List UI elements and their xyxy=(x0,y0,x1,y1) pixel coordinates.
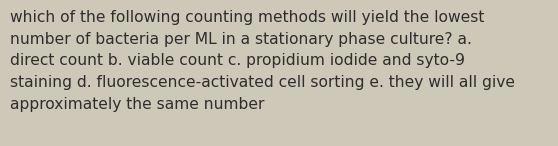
Text: which of the following counting methods will yield the lowest
number of bacteria: which of the following counting methods … xyxy=(10,10,515,112)
